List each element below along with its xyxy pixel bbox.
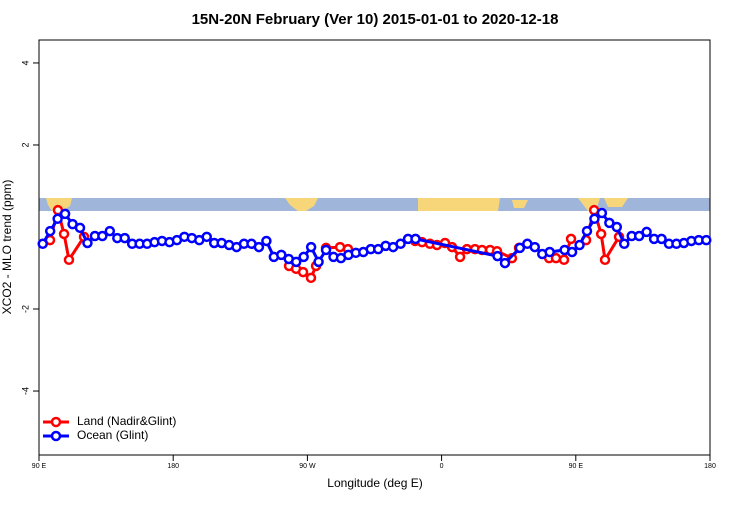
- map-strip: [39, 198, 710, 211]
- point: [514, 242, 526, 254]
- legend-marker: [50, 416, 62, 428]
- point: [261, 235, 272, 247]
- point: [297, 266, 309, 278]
- x-tick-label: 90 E: [569, 463, 584, 470]
- point: [619, 238, 630, 250]
- y-tick-label: -4: [20, 387, 30, 395]
- x-tick-label: 90 E: [32, 463, 47, 470]
- legend-label: Land (Nadir&Glint): [77, 414, 176, 428]
- point: [596, 207, 608, 219]
- legend-marker: [50, 430, 62, 442]
- y-tick-label: 4: [20, 60, 30, 65]
- point: [305, 241, 317, 253]
- point: [574, 239, 585, 251]
- point: [82, 237, 93, 249]
- point: [454, 251, 466, 263]
- y-axis-label: XCO2 - MLO trend (ppm): [0, 180, 14, 315]
- point: [499, 257, 511, 269]
- x-tick-label: 180: [167, 463, 179, 470]
- point: [44, 225, 56, 237]
- point: [104, 225, 116, 237]
- point: [410, 233, 421, 245]
- point: [395, 238, 406, 250]
- point: [305, 272, 317, 284]
- point: [565, 233, 577, 245]
- point: [611, 221, 623, 233]
- point: [566, 246, 578, 258]
- point: [529, 241, 541, 253]
- point: [74, 222, 86, 234]
- point: [119, 232, 130, 244]
- point: [558, 254, 570, 266]
- point: [641, 226, 652, 238]
- y-tick-label: -2: [20, 305, 30, 313]
- point: [604, 217, 615, 229]
- point: [589, 213, 600, 225]
- point: [701, 234, 712, 246]
- point: [320, 244, 332, 256]
- legend-label: Ocean (Glint): [77, 428, 148, 442]
- point: [633, 230, 645, 242]
- point: [595, 228, 607, 240]
- point: [253, 241, 265, 253]
- x-tick-label: 180: [704, 463, 716, 470]
- point: [656, 233, 667, 245]
- point: [52, 213, 63, 225]
- point: [313, 256, 324, 268]
- point: [37, 238, 48, 250]
- chart-title: 15N-20N February (Ver 10) 2015-01-01 to …: [192, 11, 559, 28]
- point: [544, 246, 555, 258]
- x-tick-label: 0: [440, 463, 444, 470]
- point: [58, 228, 70, 240]
- point: [97, 230, 108, 242]
- point: [290, 256, 302, 268]
- y-tick-label: 2: [20, 142, 30, 147]
- point: [201, 231, 212, 243]
- point: [298, 251, 309, 263]
- point: [63, 254, 75, 266]
- point: [492, 250, 503, 262]
- x-axis-label: Longitude (deg E): [327, 476, 422, 490]
- point: [581, 225, 593, 237]
- point: [599, 254, 611, 266]
- point: [59, 208, 71, 220]
- point: [276, 249, 287, 261]
- x-tick-label: 90 W: [299, 463, 316, 470]
